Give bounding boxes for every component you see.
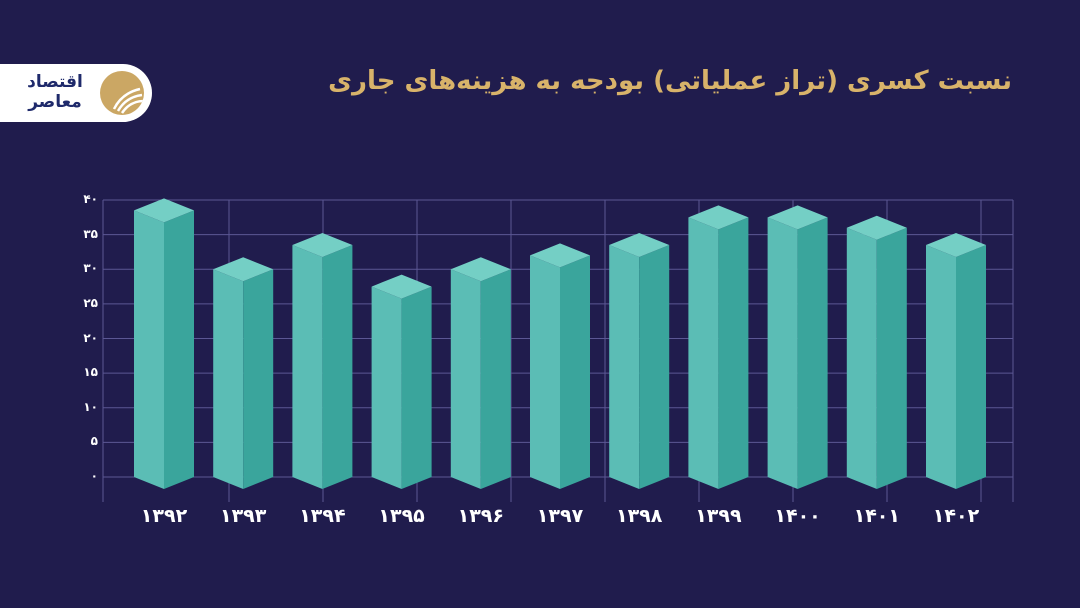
brand-circle-icon: [100, 71, 144, 115]
x-tick-label: ۱۳۹۲: [140, 505, 188, 527]
x-tick-label: ۱۳۹۶: [457, 505, 504, 527]
brand-logo: اقتصاد معاصر: [0, 64, 152, 122]
x-tick-label: ۱۴۰۲: [932, 505, 980, 527]
y-tick-label: ۱۰: [83, 399, 98, 414]
bar-1402: [926, 233, 986, 489]
y-tick-label: ۵: [90, 434, 98, 449]
x-tick-label: ۱۳۹۵: [378, 505, 425, 527]
x-tick-label: ۱۳۹۸: [615, 505, 663, 527]
brand-name: اقتصاد معاصر: [27, 72, 83, 112]
bar-1399: [688, 205, 749, 489]
bar-1400: [767, 205, 828, 489]
x-tick-label: ۱۳۹۴: [299, 505, 346, 527]
y-tick-label: ۰: [90, 469, 98, 483]
x-tick-label: ۱۳۹۹: [695, 505, 742, 527]
x-tick-label: ۱۳۹۳: [219, 505, 267, 527]
bar-1401: [846, 215, 907, 489]
bar-1392: [134, 198, 194, 489]
y-tick-label: ۳۰: [83, 261, 98, 276]
y-tick-label: ۳۵: [83, 226, 98, 241]
bar-1396: [450, 257, 511, 489]
bar-1393: [213, 257, 274, 489]
chart-title: نسبت کسری (تراز عملیاتی) بودجه به هزینه‌…: [328, 66, 1012, 96]
y-tick-label: ۱۵: [83, 365, 98, 380]
bar-1398: [609, 233, 670, 489]
y-tick-label: ۲۰: [83, 330, 98, 345]
bar-1395: [371, 274, 432, 489]
bar-1394: [292, 233, 353, 489]
x-tick-label: ۱۳۹۷: [536, 505, 584, 527]
x-tick-label: ۱۴۰۰: [774, 505, 821, 527]
y-tick-label: ۲۵: [83, 295, 98, 310]
y-tick-label: ۴۰: [83, 192, 98, 206]
bar-1397: [530, 243, 590, 489]
x-tick-label: ۱۴۰۱: [853, 505, 900, 527]
